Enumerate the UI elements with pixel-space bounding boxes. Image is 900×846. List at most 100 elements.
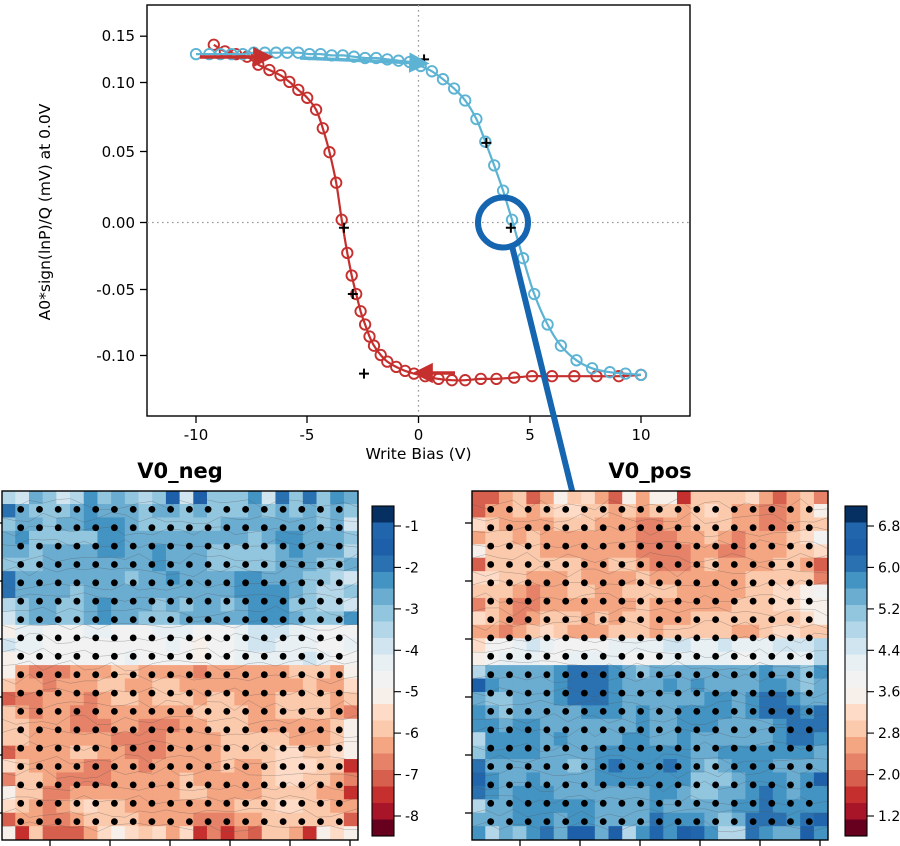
contour-cell [42,678,58,693]
contour-cell [718,732,733,747]
measurement-point [768,597,776,605]
measurement-point [749,524,757,532]
contour-cell [97,584,112,599]
contour-cell [97,517,112,532]
colorbar-v0-pos-ticks: 6.86.05.24.43.62.82.01.2 [867,519,900,825]
contour-cell [772,530,788,546]
measurement-point [242,799,250,807]
measurement-point [599,744,607,752]
measurement-point [186,634,193,642]
contour-cell [289,826,304,840]
measurement-point [335,708,343,715]
data-point [603,366,617,379]
measurement-point [186,671,193,679]
colorbar-segment [845,753,867,771]
measurement-point [279,799,287,807]
measurement-point [637,579,644,587]
contour-cell [28,491,44,505]
colorbar-tick-label: -8 [405,809,419,825]
measurement-point [36,542,43,550]
contour-cell [330,732,345,747]
x-axis-label: Write Bias (V) [366,445,472,463]
contour-cell [567,665,582,680]
contour-cell [42,651,58,666]
colorbar-segment [845,638,867,655]
v0-neg-axes-frame [1,490,359,841]
contour-cell [800,530,815,546]
measurement-point [749,616,757,623]
measurement-point [73,542,81,550]
measurement-point [805,579,813,587]
contour-cell [330,491,345,505]
measurement-point [242,524,250,532]
measurement-point [805,689,813,697]
contour-cell [261,826,277,840]
contour-cell [248,584,263,599]
contour-cell [248,504,263,519]
contour-cell [663,705,678,720]
v0-neg-title: V0_neg [137,459,223,483]
measurement-point [730,781,738,789]
contour-cell [343,624,358,640]
measurement-point [242,652,250,660]
measurement-point [298,506,306,513]
measurement-point [524,524,532,532]
measurement-point [730,561,738,568]
contour-cell [289,491,304,505]
measurement-point [148,671,156,679]
contour-cell [193,691,208,707]
contour-cell [97,718,112,734]
measurement-point [712,671,719,679]
contour-cell [289,638,304,653]
contour-cell [206,557,222,572]
plus-marker [481,137,492,148]
contour-cell [2,759,17,774]
coercive-crossing-highlight-circle[interactable] [475,194,531,251]
contour-cell [512,759,528,774]
contour-cell [165,491,181,505]
contour-cell [316,826,332,840]
measurement-point [223,818,231,825]
measurement-point [279,671,287,679]
measurement-point [167,671,175,679]
contour-cell [193,491,208,505]
contour-cell [2,785,17,801]
contour-cell [786,678,802,693]
measurement-point [36,579,43,587]
measurement-point [242,542,250,550]
measurement-point [317,579,324,587]
measurement-point [17,708,25,715]
contour-cell [472,678,487,693]
measurement-point [204,616,212,623]
measurement-point [487,652,495,660]
contour-cell [124,691,140,707]
y-tick-label: 0.05 [102,143,135,161]
measurement-point [73,708,81,715]
contour-cell [512,772,528,787]
contour-cell [512,557,528,572]
contour-cell [813,530,828,546]
measurement-point [335,616,343,623]
contour-cell [152,584,167,599]
measurement-point [223,652,231,660]
measurement-point [186,799,193,807]
measurement-point [242,781,250,789]
measurement-point [768,652,776,660]
contour-cell [97,705,112,720]
contour-cell [772,491,788,505]
measurement-point [487,616,495,623]
contour-cell [512,812,528,827]
measurement-point [279,561,287,568]
contour-cell [663,517,678,532]
contour-cell [248,624,263,640]
contour-cell [786,785,802,801]
contour-cell [512,665,528,680]
contour-cell [302,530,318,546]
measurement-point [204,781,212,789]
measurement-point [17,597,25,605]
contour-cell [718,812,733,827]
measurement-point [487,506,495,513]
measurement-point [167,763,175,770]
contour-cell [289,785,304,801]
contour-cell [70,491,85,505]
